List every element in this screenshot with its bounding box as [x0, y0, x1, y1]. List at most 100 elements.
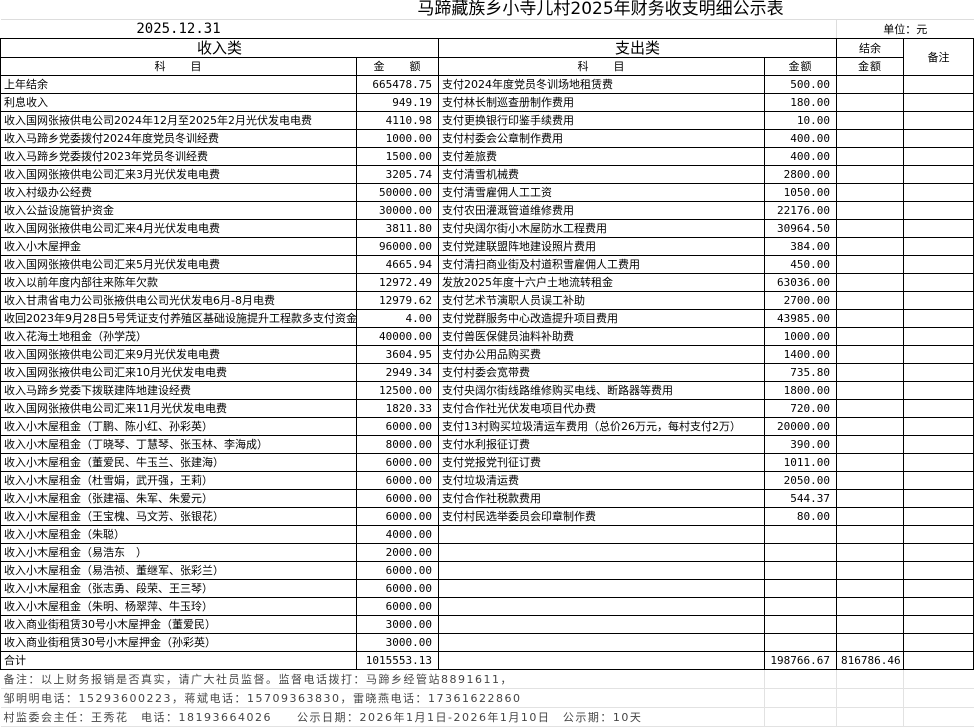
balance-amount: [836, 381, 904, 400]
balance-amount: [836, 165, 904, 184]
income-amount: 3205.74: [356, 165, 439, 184]
expense-amount: 63036.00: [764, 273, 837, 292]
expense-item: [438, 633, 765, 652]
expense-item: 支付党报党刊征订费: [438, 453, 765, 472]
remarks: [902, 291, 975, 310]
income-item-col: 科 目: [0, 57, 357, 76]
remarks: [902, 273, 975, 292]
balance-amount: [836, 273, 904, 292]
expense-item: 支付更换银行印鉴手续费用: [438, 111, 765, 130]
expense-amount: [764, 597, 837, 616]
footer-supervisor: 村监委会主任：王秀花 电话：18193664026 公示日期：2026年1月1日…: [0, 707, 765, 727]
income-item: 收入国网张掖供电公司汇来3月光伏发电电费: [0, 165, 357, 184]
expense-amount: 22176.00: [764, 201, 837, 220]
footer-note: 备注：以上财务报销是否真实，请广大社员监督。监督电话拨打：马蹄乡经管站88916…: [0, 669, 765, 689]
expense-amount: [764, 543, 837, 562]
remarks: [902, 525, 975, 544]
expense-amount: 2800.00: [764, 165, 837, 184]
remarks: [902, 147, 975, 166]
remarks: [902, 435, 975, 454]
income-item: 收入小木屋租金（杜雪娟，武开强，王莉）: [0, 471, 357, 490]
balance-amount: [836, 201, 904, 220]
balance-amount: [836, 309, 904, 328]
income-amount: 12979.62: [356, 291, 439, 310]
income-amount: 6000.00: [356, 579, 439, 598]
expense-amount: 1800.00: [764, 381, 837, 400]
table-row: 收入甘肃省电力公司张掖供电公司光伏发电6月-8月电费 12979.62 支付艺术节演…: [0, 291, 975, 310]
income-amount: 12500.00: [356, 381, 439, 400]
table-row: 收入小木屋租金（杜雪娟，武开强，王莉） 6000.00 支付垃圾清运费 2050.00: [0, 471, 975, 490]
expense-amount: 43985.00: [764, 309, 837, 328]
remarks: [902, 183, 975, 202]
expense-amount: [764, 615, 837, 634]
expense-item: [438, 561, 765, 580]
income-item: 收入小木屋租金（张志勇、段荣、王三琴）: [0, 579, 357, 598]
remarks: [902, 633, 975, 652]
remarks: [902, 345, 975, 364]
footer-contacts: 邹明明电话：15293600223，蒋斌电话：15709363830，雷晓燕电话…: [0, 688, 765, 708]
expense-amount: [764, 579, 837, 598]
income-amount: 96000.00: [356, 237, 439, 256]
remarks: [902, 363, 975, 382]
total-label: 合计: [0, 651, 357, 670]
income-amount: 6000.00: [356, 453, 439, 472]
income-item: 收入小木屋租金（易浩东 ）: [0, 543, 357, 562]
table-row: 收入小木屋租金（易浩祯、董继军、张彩兰） 6000.00: [0, 561, 975, 580]
expense-amount: 10.00: [764, 111, 837, 130]
balance-amount: [836, 633, 904, 652]
balance-amount: [836, 183, 904, 202]
remarks: [902, 165, 975, 184]
expense-amount: 2700.00: [764, 291, 837, 310]
balance-amount: [836, 615, 904, 634]
expense-item-col: 科 目: [438, 57, 765, 76]
remarks: [902, 615, 975, 634]
income-item: 收入公益设施管护资金: [0, 201, 357, 220]
table-row: 收入花海土地租金（孙学茂） 40000.00 支付兽医保健员油料补助费 1000.00: [0, 327, 975, 346]
table-row: 收入马蹄乡党委拨付2023年党员冬训经费 1500.00 支付差旅费 400.00: [0, 147, 975, 166]
balance-amount: [836, 489, 904, 508]
table-row: 收入商业街租赁30号小木屋押金（孙彩英） 3000.00: [0, 633, 975, 652]
income-amount: 6000.00: [356, 561, 439, 580]
income-amount: 50000.00: [356, 183, 439, 202]
expense-amount: 30964.50: [764, 219, 837, 238]
table-row: 收入马蹄乡党委拨付2024年度党员冬训经费 1000.00 支付村委会公章制作费用 4…: [0, 129, 975, 148]
income-amount: 1500.00: [356, 147, 439, 166]
income-header: 收入类: [0, 38, 439, 58]
income-item: 收入小木屋租金（丁晓琴、丁慧琴、张玉林、李海成）: [0, 435, 357, 454]
table-row: 收入小木屋租金（丁鹏、陈小红、孙彩英） 6000.00 支付13村购买垃圾清运车费用…: [0, 417, 975, 436]
balance-header: 结余: [836, 38, 904, 58]
remarks: [902, 507, 975, 526]
expense-amount: 450.00: [764, 255, 837, 274]
report-date: 2025.12.31: [0, 19, 357, 39]
unit-label: 单位：元: [835, 19, 974, 39]
table-row: 收入小木屋租金（张志勇、段荣、王三琴） 6000.00: [0, 579, 975, 598]
remarks: [902, 561, 975, 580]
expense-amount: 400.00: [764, 147, 837, 166]
expense-amount: [764, 633, 837, 652]
expense-item: 支付合作社光伏发电项目代办费: [438, 399, 765, 418]
balance-amount: [836, 363, 904, 382]
table-row: 收入小木屋租金（朱明、杨翠萍、牛玉玲） 6000.00: [0, 597, 975, 616]
expense-item: [438, 543, 765, 562]
income-amount: 4665.94: [356, 255, 439, 274]
expense-amount: [764, 525, 837, 544]
income-item: 收入小木屋租金（王宝槐、马文芳、张银花）: [0, 507, 357, 526]
expense-amount: 400.00: [764, 129, 837, 148]
total-expense: 198766.67: [764, 651, 837, 670]
expense-item: 支付2024年度党员冬训场地租赁费: [438, 75, 765, 94]
balance-amount: [836, 435, 904, 454]
expense-item: 支付清雪机械费: [438, 165, 765, 184]
balance-amount: [836, 111, 904, 130]
expense-amount: 180.00: [764, 93, 837, 112]
remarks: [902, 237, 975, 256]
total-expense-item: [438, 651, 765, 670]
income-amount: 6000.00: [356, 507, 439, 526]
remarks: [902, 93, 975, 112]
income-item: 收入马蹄乡党委下拨联建阵地建设经费: [0, 381, 357, 400]
expense-item: 支付水利报征订费: [438, 435, 765, 454]
table-row: 利息收入 949.19 支付林长制巡查册制作费用 180.00: [0, 93, 975, 112]
balance-amount: [836, 345, 904, 364]
balance-amount: [836, 255, 904, 274]
balance-amount: [836, 399, 904, 418]
income-amount: 4110.98: [356, 111, 439, 130]
